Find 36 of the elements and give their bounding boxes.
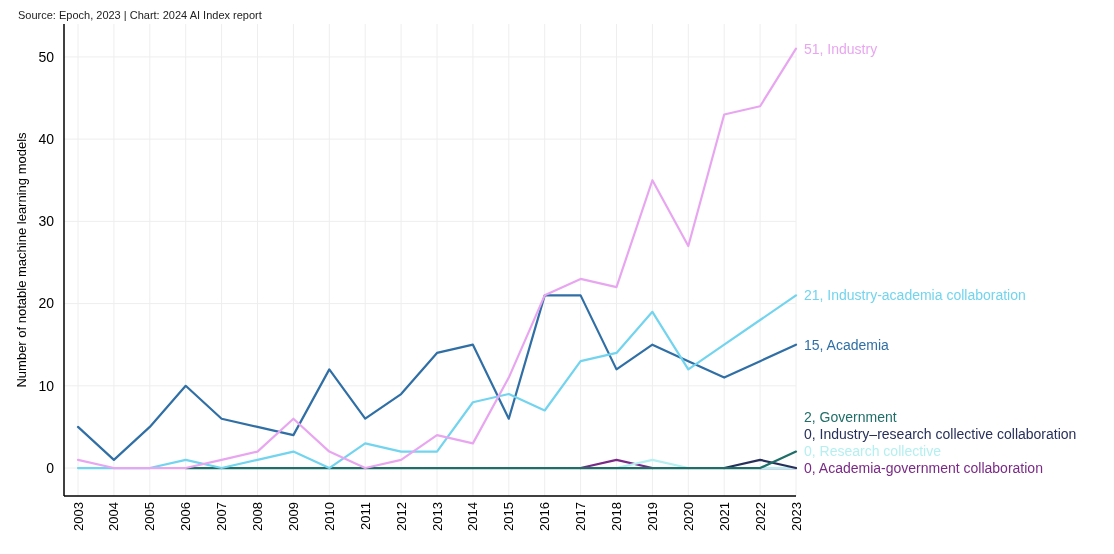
x-tick-label: 2017 (573, 502, 589, 531)
x-tick-label: 2014 (465, 502, 481, 531)
y-tick-label: 10 (38, 377, 55, 394)
y-tick-label: 20 (38, 295, 55, 312)
x-tick-label: 2011 (357, 502, 373, 530)
x-tick-label: 2005 (142, 502, 158, 531)
text: 15, Academia (804, 336, 889, 353)
x-tick-label: 2021 (716, 502, 732, 531)
y-axis-title: Number of notable machine learning models (14, 131, 29, 388)
x-tick-label: 2009 (285, 502, 301, 531)
text: 0, Research collective (804, 442, 941, 459)
x-tick-label: 2022 (752, 502, 768, 531)
x-tick-label: 2007 (214, 502, 230, 531)
x-tick-label: 2006 (178, 502, 194, 531)
x-tick-label: 2010 (321, 502, 337, 531)
text: 0, Industry–research collective collaboration (804, 425, 1077, 442)
y-tick-label: 30 (38, 213, 55, 230)
y-tick-label: 0 (46, 459, 55, 476)
x-tick-label: 2012 (393, 502, 409, 531)
y-tick-label: 40 (38, 131, 55, 148)
text: 0, Academia-government collaboration (804, 459, 1043, 476)
x-tick-label: 2020 (680, 502, 696, 531)
text: 21, Industry-academia collaboration (804, 287, 1026, 304)
x-tick-label: 2019 (644, 502, 660, 531)
x-tick-label: 2004 (106, 502, 122, 531)
text: 2, Government (804, 408, 897, 425)
text: 51, Industry (804, 40, 878, 57)
y-tick-label: 50 (38, 48, 55, 65)
x-tick-label: 2013 (429, 502, 445, 531)
x-tick-label: 2016 (537, 502, 553, 531)
x-tick-label: 2003 (70, 502, 86, 531)
x-tick-label: 2018 (609, 502, 625, 531)
x-tick-label: 2008 (250, 502, 266, 531)
x-tick-label: 2015 (501, 502, 517, 531)
source-note: Source: Epoch, 2023 | Chart: 2024 AI Index report (18, 9, 262, 21)
x-tick-label: 2023 (788, 502, 804, 531)
